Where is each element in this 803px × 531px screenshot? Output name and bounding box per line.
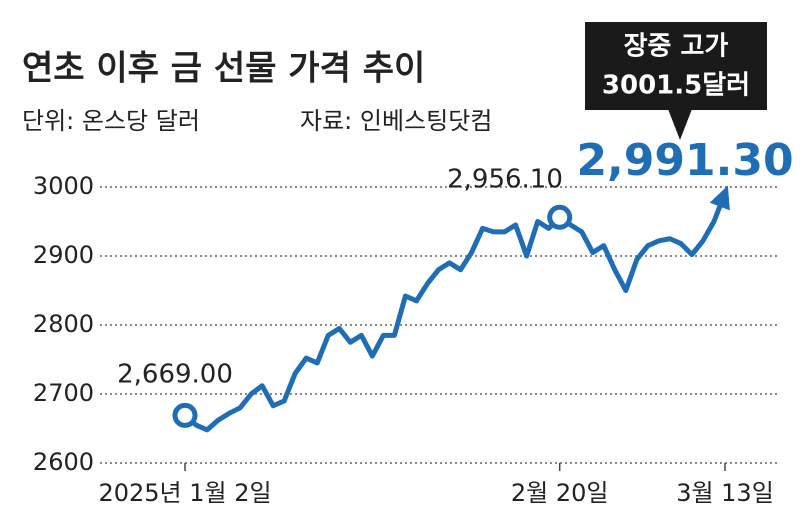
- chart-title: 연초 이후 금 선물 가격 추이: [22, 49, 425, 89]
- x-tick-label: 3월 13일: [676, 479, 774, 507]
- callout-pointer: [668, 109, 692, 140]
- y-tick-label: 2700: [33, 379, 94, 407]
- callout: 장중 고가 3001.5달러: [585, 22, 767, 140]
- price-line: [182, 190, 728, 433]
- x-tick-label: 2025년 1월 2일: [98, 479, 271, 507]
- chart-subtitle: 단위: 온스당 달러: [22, 107, 200, 135]
- plot-area: 2600 2700 2800 2900 3000 2025년 1월 2일 2,669.00 2…: [33, 135, 794, 507]
- y-tick-label: 2900: [33, 241, 94, 269]
- arrowhead: [709, 185, 730, 211]
- point-marker: [172, 402, 198, 428]
- callout-box: [585, 22, 767, 110]
- y-tick-label: 2600: [33, 448, 94, 476]
- chart-source: 자료: 인베스팅닷컴: [300, 107, 492, 135]
- callout-text: 장중 고가: [624, 32, 729, 62]
- y-tick-label: 3000: [33, 172, 94, 200]
- x-tick-label: 2월 20일: [511, 479, 609, 507]
- y-tick-label: 2800: [33, 310, 94, 338]
- value-label: 2,669.00: [117, 360, 233, 390]
- value-label: 2,956.10: [447, 165, 563, 195]
- point-marker: [547, 204, 573, 230]
- callout-text: 3001.5달러: [602, 71, 750, 101]
- value-label: 2,991.30: [576, 135, 793, 186]
